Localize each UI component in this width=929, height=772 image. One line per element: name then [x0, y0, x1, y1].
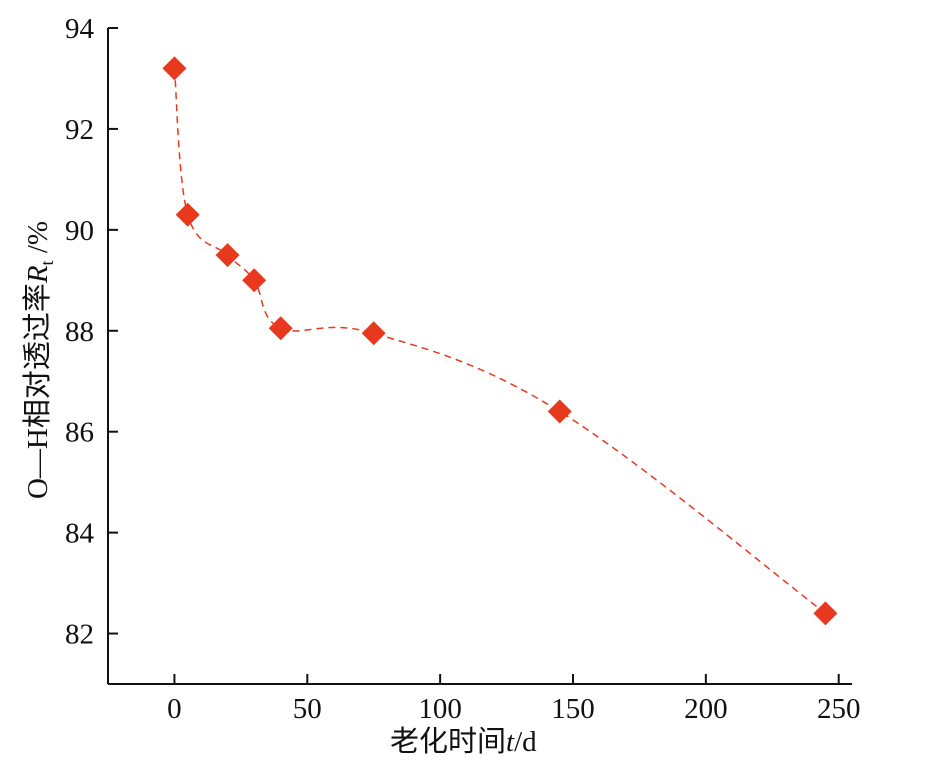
data-point-diamond [175, 202, 200, 227]
y-tick-label: 88 [65, 316, 94, 348]
x-axis-title-text: 老化时间 [390, 726, 507, 758]
x-tick-label: 0 [167, 693, 182, 725]
x-tick-label: 50 [293, 693, 322, 725]
data-point-diamond [268, 316, 293, 341]
data-point-diamond [215, 243, 240, 268]
data-point-diamond [162, 56, 187, 81]
data-point-diamond [242, 268, 267, 293]
axes [107, 28, 852, 685]
y-tick-label: 92 [65, 114, 94, 146]
x-axis-ticks: 0 50 100 150 200 250 [167, 674, 860, 725]
data-point-diamond [547, 399, 572, 424]
x-tick-label: 150 [551, 693, 595, 725]
y-axis-title-unit: /% [22, 220, 54, 261]
data-point-diamond [813, 601, 838, 626]
x-tick-label: 200 [684, 693, 728, 725]
y-axis-ticks: 82 84 86 88 90 92 94 [65, 13, 118, 651]
x-axis-title-unit: /d [514, 726, 537, 758]
y-tick-label: 86 [65, 417, 94, 449]
y-tick-label: 84 [65, 518, 95, 550]
y-axis-title: O—H相对透过率Rt /% [14, 221, 58, 499]
series-line [173, 68, 826, 614]
y-axis-title-variable: R [22, 265, 54, 284]
x-axis-title: 老化时间t/d [390, 718, 537, 760]
y-tick-label: 90 [65, 215, 94, 247]
x-axis-title-variable: t [506, 726, 515, 758]
x-tick-label: 100 [418, 693, 462, 725]
y-tick-label: 82 [65, 619, 94, 651]
data-markers [162, 56, 838, 626]
y-axis-title-subscript: t [37, 260, 57, 266]
x-tick-label: 250 [817, 693, 861, 725]
y-axis-title-text: O—H相对透过率 [22, 283, 54, 500]
y-tick-label: 94 [65, 13, 95, 45]
data-point-diamond [361, 321, 386, 346]
